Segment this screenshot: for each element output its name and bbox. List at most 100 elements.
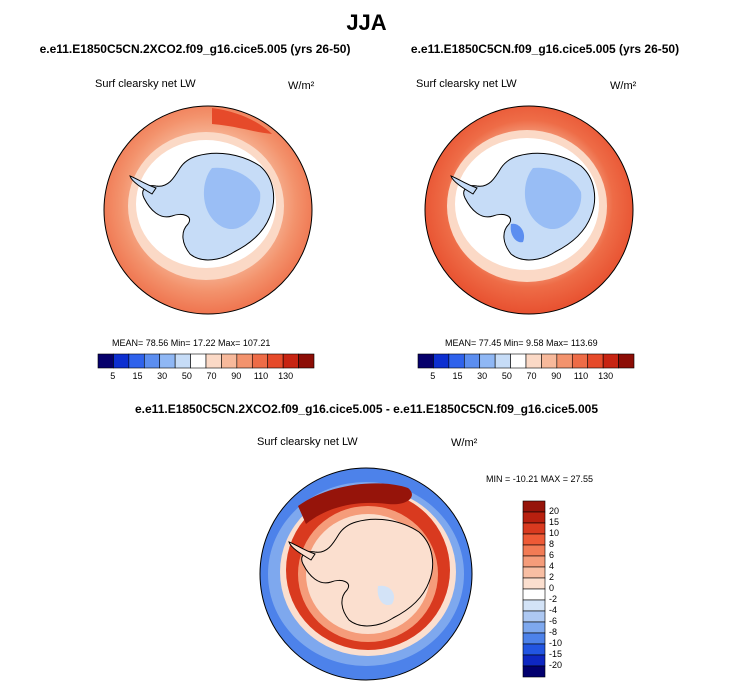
panel-c-colorbar-cell: [522, 522, 546, 535]
panel-b-colorbar-cell: [448, 353, 465, 369]
panel-b-colorbar-tick: 15: [452, 371, 463, 381]
panel-c-variable: Surf clearsky net LW: [257, 436, 358, 448]
panel-c-colorbar-cell: [522, 544, 546, 557]
panel-a-colorbar-cell: [205, 353, 222, 369]
panel-c-units: W/m²: [451, 437, 478, 449]
panel-c-colorbar-cell: [522, 610, 546, 623]
panel-a-units: W/m²: [288, 80, 315, 92]
panel-c-colorbar-tick: -4: [549, 605, 558, 615]
panel-b-colorbar-tick: 50: [501, 371, 512, 381]
panel-a-colorbar-cell: [97, 353, 114, 369]
panel-c-colorbar-tick: 20: [549, 506, 560, 516]
panel-b-units: W/m²: [610, 80, 637, 92]
panel-a-colorbar-tick: 15: [132, 371, 143, 381]
panel-a-colorbar-cell: [174, 353, 191, 369]
panel-a-peninsula: [129, 175, 157, 195]
panel-b-stats: MEAN= 77.45 Min= 9.58 Max= 113.69: [445, 338, 598, 348]
panel-c-cool-patch: [377, 585, 395, 606]
panel-c-colorbar-cell: [522, 599, 546, 612]
panel-c-colorbar-cell: [522, 654, 546, 667]
panel-a-colorbar-cell: [236, 353, 253, 369]
panel-c-colorbar-tick: 6: [549, 550, 555, 560]
panel-c-colorbar-cell: [522, 555, 546, 568]
panel-a-colorbar-cell: [282, 353, 299, 369]
panel-c-continent: [301, 518, 434, 627]
panel-b-colorbar-tick: 130: [598, 371, 614, 381]
panel-c-colorbar-cell: [522, 621, 546, 634]
panel-b-colorbar-cell: [602, 353, 619, 369]
panel-c-colorbar-cell: [522, 511, 546, 524]
panel-c-colorbar-tick: -8: [549, 627, 558, 637]
panel-b-colorbar-tick: 30: [477, 371, 488, 381]
panel-b-colorbar-cell: [556, 353, 573, 369]
panel-a-colorbar-tick: 50: [181, 371, 192, 381]
panel-b-colorbar-cell: [525, 353, 542, 369]
panel-c-colorbar-cell: [522, 566, 546, 579]
panel-a-variable: Surf clearsky net LW: [95, 78, 196, 90]
panel-a-colorbar-cell: [298, 353, 315, 369]
panel-b-colorbar-cell: [618, 353, 635, 369]
panel-b-colorbar-cell: [417, 353, 434, 369]
panel-c-colorbar-tick: -20: [549, 660, 563, 670]
panel-a-colorbar-tick: 30: [157, 371, 168, 381]
panel-c-colorbar-cell: [522, 643, 546, 656]
panel-b-colorbar: [417, 353, 635, 369]
panel-b-colorbar-tick: 110: [573, 371, 589, 381]
panel-b-colorbar-tick: 5: [430, 371, 436, 381]
panel-b-colorbar-cell: [479, 353, 496, 369]
panel-b-colorbar-cell: [494, 353, 511, 369]
panel-a-colorbar-tick: 110: [253, 371, 269, 381]
panel-c-peninsula: [288, 541, 316, 561]
panel-c-colorbar-tick: 0: [549, 583, 555, 593]
panel-a-colorbar-cell: [113, 353, 130, 369]
panel-a-colorbar-cell: [221, 353, 238, 369]
panel-a-colorbar-cell: [251, 353, 269, 369]
panel-b-map-border: [424, 105, 634, 315]
panel-c-colorbar-tick: 4: [549, 561, 555, 571]
panel-c-colorbar-tick: -2: [549, 594, 558, 604]
panel-c-strong-warm-patch: [298, 483, 412, 524]
panel-a-colorbar-cell: [267, 353, 284, 369]
panel-b-colorbar-cell: [433, 353, 450, 369]
panel-b-cold-interior: [524, 167, 582, 230]
main-title: JJA: [346, 10, 387, 35]
panel-b-colorbar-cell: [587, 353, 604, 369]
panel-b-colorbar-tick: 90: [551, 371, 562, 381]
panel-c-title: e.e11.E1850C5CN.2XCO2.f09_g16.cice5.005 …: [135, 402, 598, 416]
panel-c-map-border: [259, 467, 473, 681]
panel-b-map: [424, 105, 634, 315]
panel-c-colorbar-cell: [522, 577, 546, 590]
panel-a-colorbar-tick: 70: [206, 371, 217, 381]
panel-c-colorbar-cell: [522, 533, 546, 546]
panel-c-map: [259, 467, 473, 681]
panel-b-colorbar-cell: [541, 353, 558, 369]
panel-a-warm-patch: [212, 108, 272, 134]
panel-b-variable: Surf clearsky net LW: [416, 78, 517, 90]
panel-c-colorbar-tick: 2: [549, 572, 555, 582]
panel-a-map: [103, 105, 313, 315]
panel-a-colorbar-tick: 90: [231, 371, 242, 381]
panel-b-title: e.e11.E1850C5CN.f09_g16.cice5.005 (yrs 2…: [410, 42, 680, 56]
panel-c-colorbar-tick: 8: [549, 539, 555, 549]
panel-b-colorbar-tick: 70: [526, 371, 537, 381]
panel-a-stats: MEAN= 78.56 Min= 17.22 Max= 107.21: [112, 338, 271, 348]
panel-c-colorbar-cell: [522, 500, 546, 513]
panel-c-colorbar-tick: 10: [549, 528, 560, 538]
panel-c-colorbar-tick: -15: [549, 649, 563, 659]
panel-c-colorbar-tick: -10: [549, 638, 563, 648]
panel-a-colorbar-tick: 130: [278, 371, 294, 381]
panel-b-colorbar-cell: [571, 353, 589, 369]
panel-a-cold-interior: [203, 167, 261, 230]
panel-a-title: e.e11.E1850C5CN.2XCO2.f09_g16.cice5.005 …: [39, 42, 351, 56]
panel-c-stats: MIN = -10.21 MAX = 27.55: [486, 474, 594, 484]
panel-b-colorbar-cell: [463, 353, 481, 369]
panel-c-colorbar: [522, 500, 546, 678]
panel-a-colorbar: [97, 353, 315, 369]
panel-c-colorbar-cell: [522, 588, 546, 601]
panel-a-colorbar-cell: [143, 353, 161, 369]
panel-a-colorbar-cell: [190, 353, 207, 369]
panel-c-colorbar-tick: -6: [549, 616, 558, 626]
panel-b-colorbar-cell: [510, 353, 527, 369]
panel-c-colorbar-cell: [522, 632, 546, 645]
panel-a-colorbar-tick: 5: [110, 371, 116, 381]
